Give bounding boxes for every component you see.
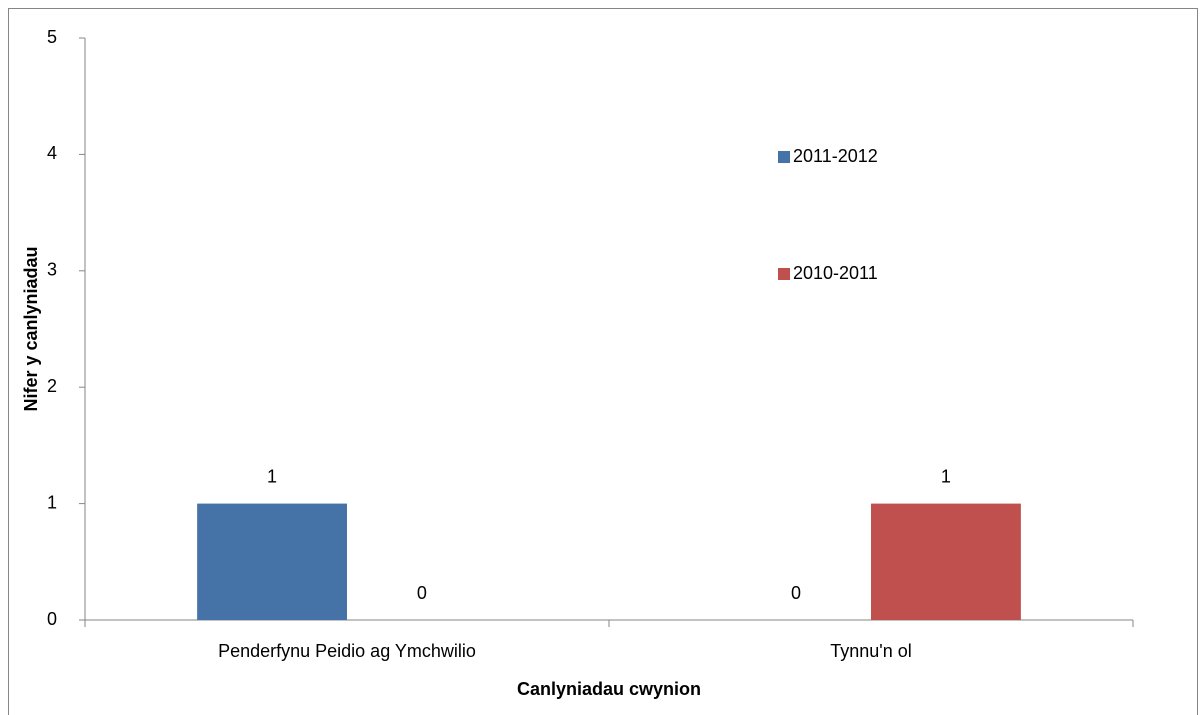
y-tick-label: 4 (47, 143, 57, 163)
y-axis-title: Nifer y canlyniadau (21, 246, 41, 411)
y-tick-label: 3 (47, 260, 57, 280)
bar (197, 503, 347, 620)
y-tick-label: 1 (47, 492, 57, 512)
legend-label: 2011-2012 (793, 146, 878, 166)
data-label: 1 (941, 466, 951, 486)
y-tick-label: 5 (47, 27, 57, 47)
legend-label: 2010-2011 (793, 263, 878, 283)
data-label: 1 (267, 466, 277, 486)
legend-swatch (778, 151, 790, 163)
data-label: 0 (417, 583, 427, 603)
x-tick-label: Penderfynu Peidio ag Ymchwilio (218, 641, 476, 661)
bar (871, 503, 1021, 620)
y-tick-label: 0 (47, 609, 57, 629)
legend-swatch (778, 268, 790, 280)
x-tick-label: Tynnu'n ol (830, 641, 912, 661)
x-axis-title: Canlyniadau cwynion (517, 679, 701, 699)
y-tick-label: 2 (47, 376, 57, 396)
data-label: 0 (791, 583, 801, 603)
